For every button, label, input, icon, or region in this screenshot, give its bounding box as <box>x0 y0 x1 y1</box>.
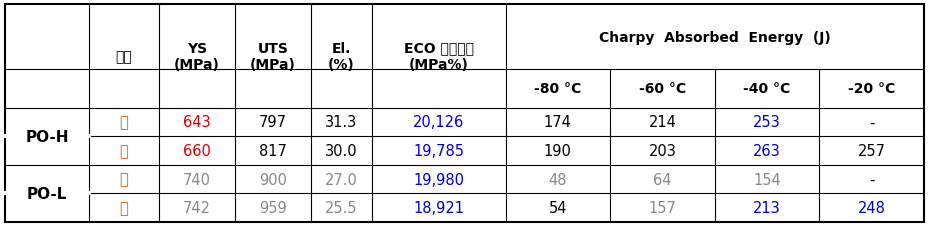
Text: 조관: 조관 <box>115 49 132 64</box>
Text: 18,921: 18,921 <box>413 200 464 215</box>
Text: 263: 263 <box>753 143 780 158</box>
Text: 30.0: 30.0 <box>325 143 357 158</box>
Text: 253: 253 <box>753 115 780 130</box>
Text: 643: 643 <box>183 115 211 130</box>
Text: -: - <box>868 172 873 187</box>
Text: 25.5: 25.5 <box>325 200 357 215</box>
Text: -80 °C: -80 °C <box>534 82 581 96</box>
Text: 660: 660 <box>183 143 211 158</box>
Text: 전: 전 <box>120 172 128 187</box>
Text: 19,785: 19,785 <box>413 143 464 158</box>
Text: 64: 64 <box>652 172 671 187</box>
Text: 797: 797 <box>258 115 287 130</box>
Text: 742: 742 <box>183 200 211 215</box>
Text: 154: 154 <box>753 172 780 187</box>
Text: -60 °C: -60 °C <box>638 82 685 96</box>
Text: 190: 190 <box>543 143 571 158</box>
Text: Charpy  Absorbed  Energy  (J): Charpy Absorbed Energy (J) <box>599 31 830 44</box>
Text: 48: 48 <box>548 172 566 187</box>
Text: -40 °C: -40 °C <box>742 82 790 96</box>
Text: 27.0: 27.0 <box>325 172 357 187</box>
Text: 후: 후 <box>120 143 128 158</box>
Text: 900: 900 <box>258 172 287 187</box>
Text: 213: 213 <box>753 200 780 215</box>
Text: 전: 전 <box>120 115 128 130</box>
Text: 959: 959 <box>259 200 286 215</box>
Text: 248: 248 <box>857 200 884 215</box>
Text: 740: 740 <box>183 172 211 187</box>
Text: 54: 54 <box>548 200 566 215</box>
Text: ECO 강도지수
(MPa%): ECO 강도지수 (MPa%) <box>404 42 473 72</box>
Text: 157: 157 <box>648 200 676 215</box>
Text: -20 °C: -20 °C <box>847 82 895 96</box>
Text: 20,126: 20,126 <box>413 115 464 130</box>
Text: 후: 후 <box>120 200 128 215</box>
Text: 31.3: 31.3 <box>325 115 357 130</box>
Text: PO-H: PO-H <box>25 129 69 144</box>
Text: El.
(%): El. (%) <box>328 42 354 72</box>
Text: 817: 817 <box>259 143 287 158</box>
Text: YS
(MPa): YS (MPa) <box>174 42 220 72</box>
Text: 257: 257 <box>857 143 884 158</box>
Text: 174: 174 <box>543 115 571 130</box>
Text: -: - <box>868 115 873 130</box>
Text: 19,980: 19,980 <box>413 172 464 187</box>
Text: 214: 214 <box>648 115 676 130</box>
Text: 203: 203 <box>648 143 676 158</box>
Text: PO-L: PO-L <box>27 186 67 201</box>
Text: UTS
(MPa): UTS (MPa) <box>250 42 295 72</box>
